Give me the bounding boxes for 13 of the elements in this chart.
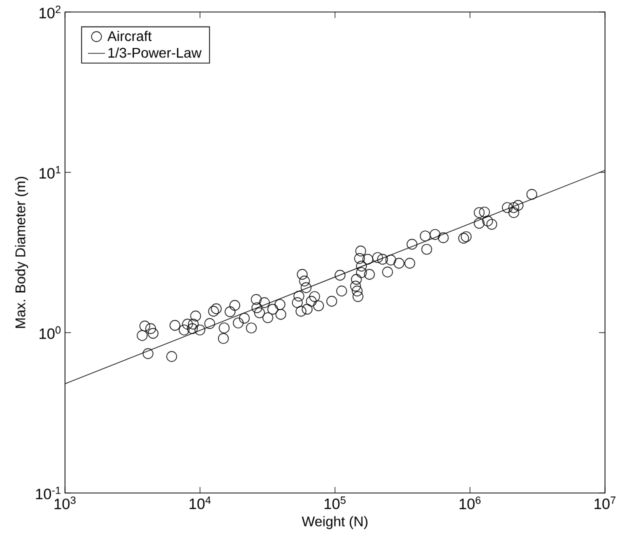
x-axis-title: Weight (N) (302, 516, 368, 530)
y-tick-label: 10$^{2}$ (40, 6, 60, 18)
y-axis-title: Max. Body Diameter (m) (15, 176, 28, 328)
x-tick-label: 10$^{7}$ (594, 496, 616, 510)
y-tick-label: 10$^{-1}$ (36, 486, 60, 500)
x-tick-label: 10$^{3}$ (54, 496, 76, 510)
x-tick-label: 10$^{6}$ (460, 496, 481, 510)
legend-label: Aircraft (107, 30, 152, 42)
x-tick-label: 10$^{4}$ (190, 496, 211, 510)
y-tick-label: 10$^{1}$ (40, 166, 60, 179)
x-tick-label: 10$^{5}$ (324, 496, 346, 510)
y-tick-label: 10$^{0}$ (40, 326, 61, 340)
legend-label: 1/3-Power-Law (108, 47, 202, 58)
